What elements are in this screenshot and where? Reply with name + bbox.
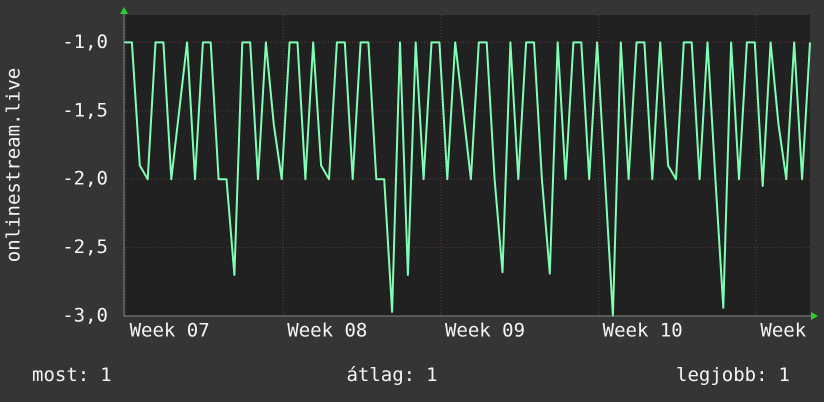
stat-value: 1 <box>779 364 790 386</box>
x-arrow <box>811 312 818 320</box>
y-tick-label: -1,5 <box>62 99 108 121</box>
stat-value: 1 <box>100 364 111 386</box>
x-tick-label: Week <box>760 320 806 342</box>
y-axis-label: onlinestream.live <box>3 68 25 262</box>
footer-stat: legjobb: 1 <box>676 364 790 386</box>
stat-value: 1 <box>426 364 437 386</box>
footer-stat: most: 1 <box>32 364 112 386</box>
data-line <box>124 41 811 317</box>
x-tick-label: Week 10 <box>603 320 683 342</box>
y-tick-label: -2,5 <box>62 236 108 258</box>
stat-label: legjobb: <box>676 364 768 386</box>
y-arrow <box>120 7 128 14</box>
stat-label: átlag: <box>346 364 415 386</box>
y-tick-label: -1,0 <box>62 31 108 53</box>
x-tick-label: Week 07 <box>130 320 210 342</box>
y-tick-label: -3,0 <box>62 305 108 327</box>
footer-stat: átlag: 1 <box>346 364 437 386</box>
y-tick-label: -2,0 <box>62 168 108 190</box>
x-tick-label: Week 08 <box>287 320 367 342</box>
x-tick-label: Week 09 <box>445 320 525 342</box>
stat-label: most: <box>32 364 89 386</box>
